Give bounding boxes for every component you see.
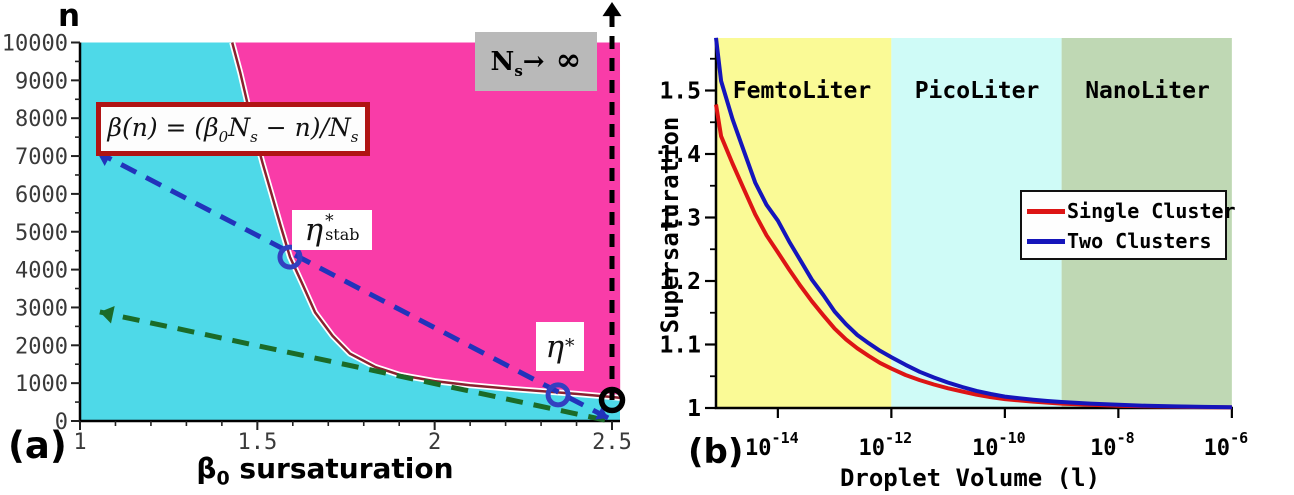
arrowhead [595,406,609,420]
x-tick-label: 10-6 [1204,429,1249,461]
x-tick-label: 10-12 [859,429,913,461]
x-tick-label: 1 [73,430,86,455]
y-tick-label: 1.2 [659,269,701,295]
x-tick-label: 1.5 [237,430,277,455]
panel-a-y-axis-title: n [58,0,81,34]
single-cluster-line-swatch [1027,208,1065,214]
y-tick-label: 3000 [15,296,68,321]
two-clusters-line-swatch [1027,238,1065,244]
eta-stab-label: η * stab [292,210,372,250]
y-tick-label: 6000 [15,183,68,208]
ns-infinity-text: Ns→ ∞ [490,42,582,81]
panel-a-label: (a) [8,424,67,467]
band-label-picoliter: PicoLiter [914,78,1040,104]
arrowhead [602,2,622,17]
y-tick-label: 1.5 [659,79,701,105]
panel-b-x-axis-title: Droplet Volume (l) [839,464,1101,492]
band-label-nanoliter: NanoLiter [1085,78,1210,104]
x-tick-label: 2.5 [592,430,632,455]
legend-entry-two-clusters: Two Clusters [1027,229,1220,253]
ns-infinity-label: Ns→ ∞ [475,32,597,91]
x-tick-label: 2 [428,430,441,455]
panel-a-x-axis-title: β0 sursaturation [196,452,454,490]
panel-b-label: (b) [688,432,744,472]
green-trajectory-arrow [99,309,606,423]
y-tick-label: 5000 [15,221,68,246]
eta-star-point [545,382,571,408]
curve-two-clusters [714,37,1232,410]
y-tick-label: 4000 [15,259,68,284]
ns-infinity-point [598,386,626,414]
panel-b-y-axis-title: Supersaturation [656,116,684,334]
y-tick-label: 7000 [15,145,68,170]
y-tick-label: 1000 [15,372,68,397]
y-tick-label: 1 [687,396,701,422]
y-tick-label: 0 [55,410,68,435]
y-tick-label: 1.1 [659,333,701,359]
y-tick-label: 8000 [15,107,68,132]
y-tick-label: 9000 [15,69,68,94]
legend-entry-single-cluster: Single Cluster [1027,199,1236,223]
eta-stab-point [277,244,303,270]
y-tick-label: 1.3 [659,206,701,232]
band-femtoliter [716,38,892,408]
y-tick-label: 10000 [2,32,68,57]
formula-text: β(n) = (β0Ns − n)/Ns [107,112,359,146]
band-label-femtoliter: FemtoLiter [732,78,872,104]
arrowhead [99,306,115,324]
eta-star-label: η * [536,322,584,371]
y-tick-label: 2000 [15,334,68,359]
x-tick-label: 10-14 [745,429,799,461]
blue-trajectory-arrow [95,149,610,421]
y-tick-label: 1.4 [659,142,701,168]
x-tick-label: 10-10 [972,429,1026,461]
legend: Single Cluster Two Clusters [1020,190,1236,260]
formula-box: β(n) = (β0Ns − n)/Ns [96,102,370,156]
x-tick-label: 10-8 [1090,429,1135,461]
